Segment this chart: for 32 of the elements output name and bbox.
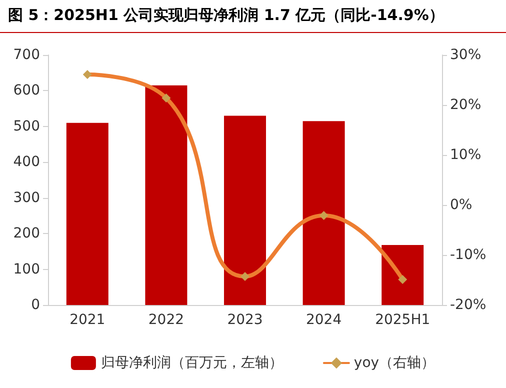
x-tick-label: 2023 <box>227 312 263 328</box>
y2-tick-label: 0% <box>450 197 472 213</box>
legend-label: 归母净利润（百万元，左轴） <box>100 355 283 371</box>
point <box>240 272 250 281</box>
chart-title: 图 5：2025H1 公司实现归母净利润 1.7 亿元（同比-14.9%） <box>0 0 506 33</box>
bar <box>382 245 424 305</box>
x-tick-label: 2021 <box>70 312 106 328</box>
point <box>398 275 408 284</box>
y-tick-label: 200 <box>13 226 40 242</box>
y-tick-label: 0 <box>31 297 40 313</box>
y-tick-label: 100 <box>13 261 40 278</box>
x-tick-label: 2024 <box>306 312 342 328</box>
point <box>82 70 92 79</box>
bar <box>66 122 108 305</box>
y2-tick-label: 10% <box>450 147 482 163</box>
y2-tick-label: -10% <box>450 247 486 263</box>
bar <box>145 85 188 305</box>
point <box>162 94 171 102</box>
y-tick-label: 700 <box>13 47 40 63</box>
y2-tick-label: 20% <box>450 97 482 113</box>
y-tick-label: 400 <box>13 154 40 170</box>
point <box>319 211 328 220</box>
y-tick-label: 600 <box>13 82 40 99</box>
y-tick-label: 300 <box>13 190 40 206</box>
bar <box>224 116 266 305</box>
bar <box>302 121 345 305</box>
legend-label: yoy（右轴） <box>354 355 436 371</box>
y2-tick-label: -20% <box>450 297 486 313</box>
y-tick-label: 500 <box>13 118 40 134</box>
y2-tick-label: 30% <box>450 47 482 63</box>
x-tick-label: 2022 <box>148 312 184 328</box>
x-tick-label: 2025H1 <box>375 312 430 328</box>
